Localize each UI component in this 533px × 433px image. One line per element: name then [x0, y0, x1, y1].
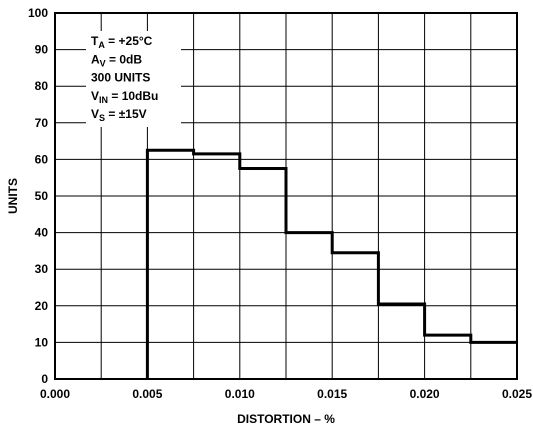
- x-tick-label: 0.005: [132, 387, 162, 401]
- annotation-block: TA = +25°C AV = 0dB 300 UNITS VIN = 10dBu VS…: [91, 34, 158, 123]
- y-tick-label: 20: [35, 299, 49, 313]
- y-tick-label: 40: [35, 226, 49, 240]
- y-tick-label: 0: [41, 372, 48, 386]
- y-tick-label: 100: [28, 6, 48, 20]
- annotation-line: AV = 0dB: [91, 52, 142, 68]
- y-axis-label: UNITS: [6, 178, 20, 214]
- x-tick-label: 0.020: [410, 387, 440, 401]
- y-tick-label: 50: [35, 189, 49, 203]
- x-axis-label: DISTORTION – %: [237, 412, 335, 426]
- annotation-line: TA = +25°C: [91, 34, 153, 50]
- histogram-series: [145, 148, 517, 379]
- x-tick-labels: 0.000 0.005 0.010 0.015 0.020 0.025: [40, 387, 532, 401]
- annotation-line: VIN = 10dBu: [91, 89, 158, 105]
- y-tick-labels: 0 10 20 30 40 50 60 70 80 90 100: [28, 6, 48, 386]
- x-tick-label: 0.010: [225, 387, 255, 401]
- y-tick-label: 70: [35, 116, 49, 130]
- plot-frame: [54, 12, 518, 380]
- y-tick-label: 10: [35, 335, 49, 349]
- annotation-box: [86, 31, 181, 127]
- y-tick-label: 60: [35, 152, 49, 166]
- y-tick-label: 80: [35, 79, 49, 93]
- x-tick-label: 0.000: [40, 387, 70, 401]
- y-tick-label: 90: [35, 43, 49, 57]
- x-tick-label: 0.025: [502, 387, 532, 401]
- x-tick-label: 0.015: [317, 387, 347, 401]
- annotation-line: 300 UNITS: [91, 71, 150, 85]
- annotation-line: VS = ±15V: [91, 107, 147, 123]
- y-tick-label: 30: [35, 262, 49, 276]
